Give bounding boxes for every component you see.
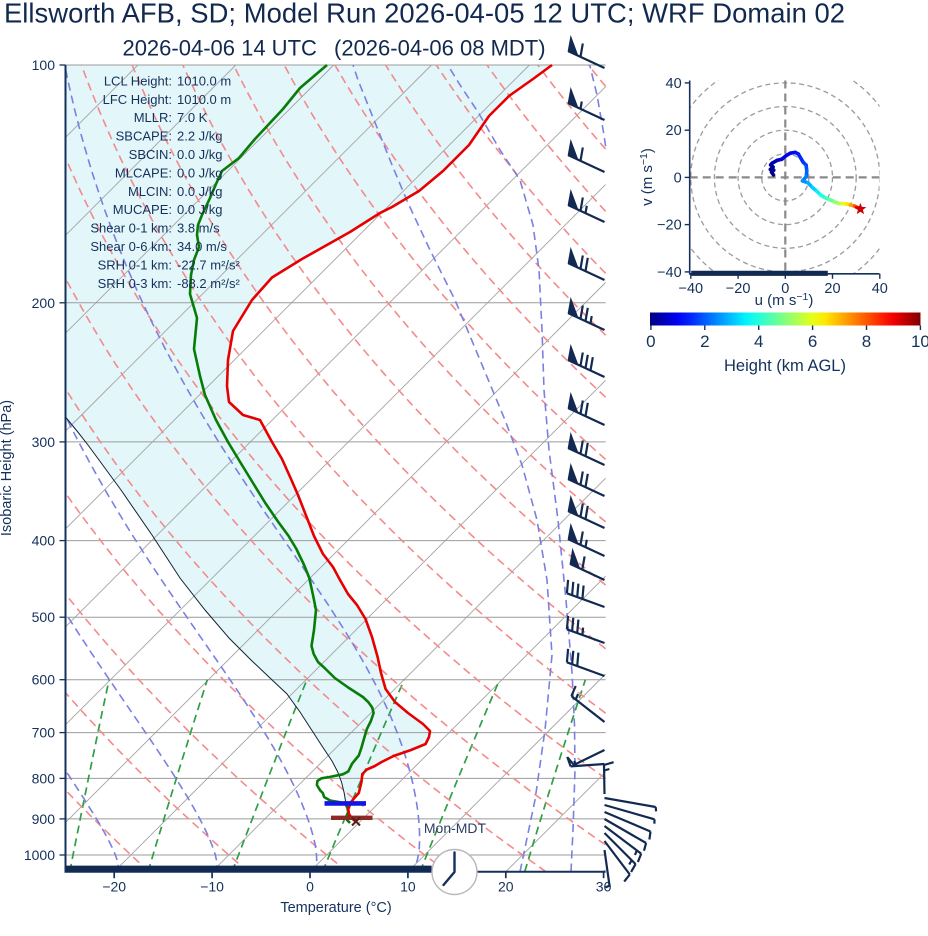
svg-text:0: 0 xyxy=(306,879,314,895)
svg-text:40: 40 xyxy=(666,76,682,92)
svg-text:MLCIN:: MLCIN: xyxy=(128,184,172,199)
svg-text:−20: −20 xyxy=(726,281,751,297)
svg-text:20: 20 xyxy=(824,281,840,297)
svg-text:0.0 J/kg: 0.0 J/kg xyxy=(177,147,223,162)
svg-text:30: 30 xyxy=(596,879,612,895)
svg-text:0.0 J/kg: 0.0 J/kg xyxy=(177,165,223,180)
svg-text:−40: −40 xyxy=(657,265,682,281)
svg-text:MLLR:: MLLR: xyxy=(134,110,172,125)
svg-text:SBCIN:: SBCIN: xyxy=(129,147,172,162)
svg-text:MUCAPE:: MUCAPE: xyxy=(113,202,172,217)
svg-text:−40: −40 xyxy=(678,281,703,297)
svg-text:8: 8 xyxy=(862,332,871,351)
svg-text:100: 100 xyxy=(32,57,56,73)
svg-text:1010.0 m: 1010.0 m xyxy=(177,73,231,88)
svg-text:SBCAPE:: SBCAPE: xyxy=(116,129,172,144)
svg-text:−20: −20 xyxy=(657,218,682,234)
svg-text:Isobaric Height (hPa): Isobaric Height (hPa) xyxy=(0,400,15,536)
svg-text:0: 0 xyxy=(674,170,682,186)
svg-text:900: 900 xyxy=(32,811,56,827)
svg-text:7.0 K: 7.0 K xyxy=(177,110,208,125)
svg-text:1000: 1000 xyxy=(24,847,55,863)
svg-text:3.8 m/s: 3.8 m/s xyxy=(177,221,220,236)
svg-text:0: 0 xyxy=(646,332,655,351)
svg-text:2.2 J/kg: 2.2 J/kg xyxy=(177,129,223,144)
svg-text:40: 40 xyxy=(872,281,888,297)
svg-text:500: 500 xyxy=(32,609,56,625)
svg-text:Shear 0-6 km:: Shear 0-6 km: xyxy=(90,239,172,254)
svg-text:Ellsworth AFB, SD; Model Run 2: Ellsworth AFB, SD; Model Run 2026-04-05 … xyxy=(4,0,845,29)
svg-text:SRH 0-3 km:: SRH 0-3 km: xyxy=(98,276,172,291)
svg-text:0.0 J/kg: 0.0 J/kg xyxy=(177,202,223,217)
svg-text:LFC Height:: LFC Height: xyxy=(103,92,172,107)
svg-text:0.0 J/kg: 0.0 J/kg xyxy=(177,184,223,199)
svg-text:u (m s−1): u (m s−1) xyxy=(755,291,814,309)
svg-text:4: 4 xyxy=(754,332,763,351)
svg-text:700: 700 xyxy=(32,725,56,741)
svg-text:Height (km AGL): Height (km AGL) xyxy=(724,357,846,375)
svg-text:−20: −20 xyxy=(102,879,126,895)
svg-text:−10: −10 xyxy=(200,879,224,895)
svg-text:Temperature (°C): Temperature (°C) xyxy=(280,900,391,916)
svg-text:-88.2 m²/s²: -88.2 m²/s² xyxy=(177,276,241,291)
svg-text:10: 10 xyxy=(400,879,416,895)
svg-text:600: 600 xyxy=(32,672,56,688)
svg-text:400: 400 xyxy=(32,533,56,549)
svg-text:10: 10 xyxy=(911,332,928,351)
svg-text:1010.0 m: 1010.0 m xyxy=(177,92,231,107)
svg-text:v (m s−1): v (m s−1) xyxy=(638,148,656,206)
svg-text:LCL Height:: LCL Height: xyxy=(104,73,172,88)
svg-text:-22.7 m²/s²: -22.7 m²/s² xyxy=(177,257,241,272)
svg-text:20: 20 xyxy=(498,879,514,895)
svg-text:800: 800 xyxy=(32,770,56,786)
svg-text:SRH 0-1 km:: SRH 0-1 km: xyxy=(98,257,172,272)
svg-text:300: 300 xyxy=(32,434,56,450)
svg-text:Shear 0-1 km:: Shear 0-1 km: xyxy=(90,221,172,236)
svg-text:200: 200 xyxy=(32,295,56,311)
svg-text:6: 6 xyxy=(808,332,817,351)
svg-text:2: 2 xyxy=(700,332,709,351)
svg-text:34.0 m/s: 34.0 m/s xyxy=(177,239,227,254)
svg-text:20: 20 xyxy=(666,123,682,139)
svg-text:0: 0 xyxy=(781,281,789,297)
svg-text:MLCAPE:: MLCAPE: xyxy=(115,165,172,180)
svg-text:2026-04-06 14 UTC (2026-04-06: 2026-04-06 14 UTC (2026-04-06 08 MDT) xyxy=(122,36,545,61)
svg-text:Mon-MDT: Mon-MDT xyxy=(424,820,487,836)
